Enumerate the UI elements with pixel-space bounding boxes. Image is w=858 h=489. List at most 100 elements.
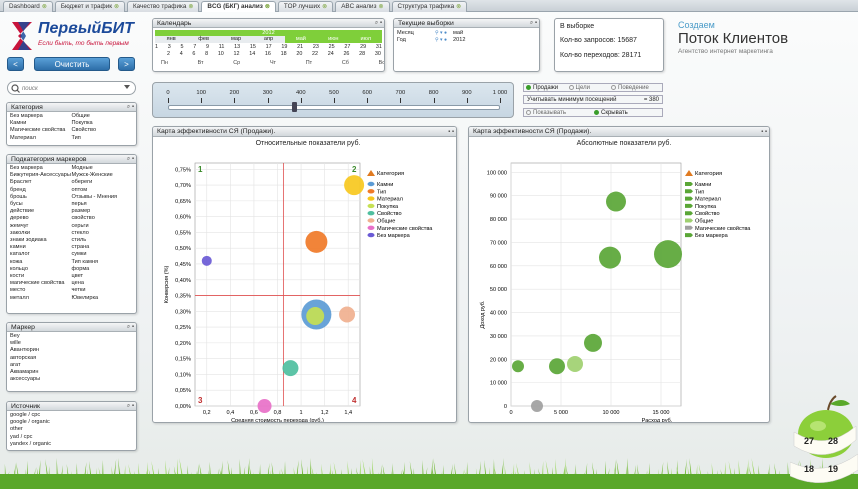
list-item[interactable]: агат: [10, 361, 21, 368]
list-item[interactable]: магические свойства: [10, 280, 65, 287]
tab-6[interactable]: Структура трафика ⊗: [391, 1, 468, 12]
calendar-day[interactable]: 29: [360, 44, 367, 50]
bubble-Покупка[interactable]: [306, 307, 325, 326]
calendar-month[interactable]: июл: [349, 36, 382, 43]
calendar-day[interactable]: 17: [265, 44, 272, 50]
list-item[interactable]: Общие: [71, 113, 90, 119]
list-item[interactable]: yad / cpc: [10, 433, 33, 440]
bubble-Общие[interactable]: [339, 306, 356, 323]
list-item[interactable]: сумки: [71, 251, 87, 258]
tab-5[interactable]: ABC анализ ⊗: [335, 1, 390, 12]
calendar-day[interactable]: 12: [233, 51, 240, 57]
bubble-Без маркера[interactable]: [512, 360, 524, 373]
mode-behavior-option[interactable]: Поведение: [611, 84, 662, 91]
list-item[interactable]: жемчуг: [10, 222, 29, 229]
panel-controls-icon[interactable]: ⌕ ▪: [126, 324, 134, 330]
bubble-Магические свойства[interactable]: [257, 399, 272, 413]
calendar-month[interactable]: мар: [219, 36, 253, 43]
list-item[interactable]: каталог: [10, 251, 30, 258]
list-item[interactable]: цена: [71, 280, 84, 287]
list-item[interactable]: Без маркера: [10, 165, 43, 171]
panel-controls-icon[interactable]: ⌕ ▪: [126, 156, 134, 162]
calendar-day[interactable]: 18: [280, 51, 287, 57]
list-item[interactable]: заколки: [10, 229, 31, 236]
tab-close-icon[interactable]: ⊗: [456, 4, 462, 10]
calendar-day[interactable]: 21: [297, 44, 304, 50]
list-item[interactable]: Магические свойства: [10, 127, 66, 134]
list-item[interactable]: Авантюрин: [10, 347, 39, 354]
list-item[interactable]: Бижутерия-Аксессуары: [10, 172, 71, 179]
calendar-year[interactable]: 2012: [155, 30, 382, 36]
list-item[interactable]: Отзывы - Мнения: [71, 193, 118, 200]
clear-selection-icon[interactable]: ⚲ ▾ ●: [435, 30, 447, 36]
legend-sort-icon[interactable]: [367, 170, 375, 176]
tab-3[interactable]: BCG (БКГ) анализ ⊗: [201, 1, 276, 12]
bubble-Покупка[interactable]: [584, 333, 602, 352]
list-item[interactable]: стекло: [71, 229, 89, 236]
calendar-day[interactable]: 24: [327, 51, 334, 57]
slider-thumb[interactable]: [292, 102, 298, 112]
calendar-day[interactable]: 3: [167, 44, 171, 50]
calendar-day[interactable]: 11: [218, 44, 225, 50]
calendar-day[interactable]: 9: [206, 44, 209, 50]
calendar-day[interactable]: 7: [193, 44, 197, 50]
tab-close-icon[interactable]: ⊗: [41, 4, 47, 10]
list-item[interactable]: цвет: [71, 273, 84, 280]
bubble-Камни[interactable]: [654, 240, 682, 269]
bubble-Материал[interactable]: [344, 175, 365, 196]
list-item[interactable]: действие: [10, 208, 35, 215]
list-item[interactable]: Свойство: [71, 127, 97, 134]
list-item[interactable]: свойство: [71, 215, 95, 222]
legend-sort-icon[interactable]: [685, 170, 693, 176]
calendar-month[interactable]: май: [284, 36, 318, 43]
calendar-month[interactable]: апр: [252, 36, 285, 43]
calendar-day[interactable]: 1: [155, 44, 158, 50]
bubble-Тип[interactable]: [305, 230, 328, 253]
list-item[interactable]: перья: [71, 201, 87, 208]
list-item[interactable]: бусы: [10, 201, 23, 208]
list-item[interactable]: google / cpc: [10, 412, 41, 418]
hide-option[interactable]: Скрывать: [594, 109, 662, 116]
list-item[interactable]: other: [10, 426, 23, 433]
search-input[interactable]: [22, 84, 117, 93]
slider-track[interactable]: [168, 105, 500, 110]
list-item[interactable]: Аквамарин: [10, 369, 39, 376]
list-item[interactable]: Покупка: [71, 120, 93, 127]
panel-controls-icon[interactable]: ⌕ ▪: [126, 403, 134, 409]
tab-close-icon[interactable]: ⊗: [264, 4, 270, 10]
panel-controls-icon[interactable]: ⌕ ▪: [126, 104, 134, 110]
calendar-day[interactable]: 6: [192, 51, 196, 57]
list-item[interactable]: Bey: [10, 333, 20, 339]
bubble-Материал[interactable]: [606, 191, 626, 212]
calendar-day[interactable]: 8: [205, 51, 209, 57]
list-item[interactable]: стиль: [71, 237, 87, 244]
list-item[interactable]: обереги: [71, 179, 93, 186]
list-item[interactable]: кости: [10, 273, 25, 280]
calendar-day[interactable]: 4: [179, 51, 183, 57]
bubble-Свойство[interactable]: [282, 360, 299, 377]
list-item[interactable]: серьги: [71, 222, 89, 229]
tab-close-icon[interactable]: ⊗: [113, 4, 120, 10]
list-item[interactable]: оптом: [71, 186, 88, 193]
calendar-day[interactable]: 13: [234, 44, 241, 50]
list-item[interactable]: кольцо: [10, 265, 28, 272]
bubble-Свойство[interactable]: [549, 358, 565, 375]
list-item[interactable]: размер: [71, 208, 91, 215]
list-item[interactable]: Браслет: [10, 179, 32, 186]
bubble-Без маркера[interactable]: [201, 255, 212, 266]
list-item[interactable]: кожа: [10, 258, 23, 265]
tab-close-icon[interactable]: ⊗: [322, 4, 328, 10]
list-item[interactable]: Тип: [71, 134, 81, 141]
calendar-day[interactable]: 30: [374, 51, 381, 57]
list-item[interactable]: место: [10, 287, 26, 294]
list-item[interactable]: Без маркера: [10, 113, 43, 119]
calendar-month[interactable]: июн: [317, 36, 350, 43]
list-item[interactable]: авторская: [10, 354, 37, 361]
back-button[interactable]: <: [7, 57, 24, 71]
calendar-day[interactable]: 28: [359, 51, 366, 57]
calendar-day[interactable]: 5: [180, 44, 184, 50]
list-item[interactable]: форма: [71, 265, 90, 272]
list-item[interactable]: камни: [10, 244, 26, 251]
calendar-day[interactable]: 15: [249, 44, 256, 50]
list-item[interactable]: Мужск-Женские: [71, 172, 113, 179]
